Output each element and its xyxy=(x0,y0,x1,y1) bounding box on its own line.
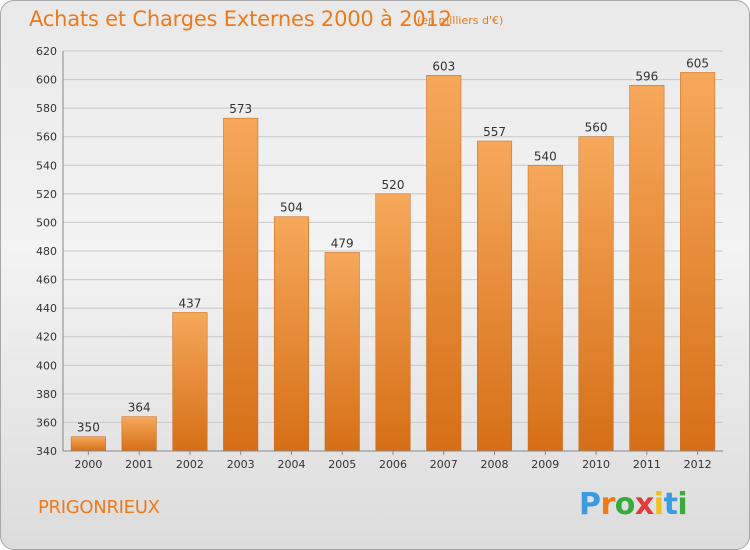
bar xyxy=(527,165,563,452)
y-tick-label: 620 xyxy=(36,45,57,58)
logo-letter: i xyxy=(677,487,688,522)
y-tick-label: 380 xyxy=(36,388,57,401)
bar-value-label: 557 xyxy=(483,125,506,139)
bar xyxy=(121,416,157,452)
x-tick-label: 2010 xyxy=(582,458,610,471)
bar xyxy=(324,252,360,452)
commune-name: PRIGONRIEUX xyxy=(38,497,160,518)
x-tick-label: 2000 xyxy=(74,458,102,471)
y-tick-label: 580 xyxy=(36,102,57,115)
logo-letter: t xyxy=(663,487,678,522)
bar xyxy=(578,136,614,452)
bar xyxy=(680,72,716,452)
x-tick-label: 2006 xyxy=(379,458,407,471)
logo-letter: o xyxy=(614,487,636,522)
y-tick-label: 340 xyxy=(36,445,57,458)
x-tick-label: 2011 xyxy=(633,458,661,471)
bar-value-label: 520 xyxy=(382,178,405,192)
y-tick-label: 360 xyxy=(36,416,57,429)
bar xyxy=(426,75,462,452)
bar-value-label: 560 xyxy=(585,121,608,135)
y-tick-label: 440 xyxy=(36,302,57,315)
y-tick-label: 460 xyxy=(36,274,57,287)
x-tick-label: 2003 xyxy=(227,458,255,471)
y-tick-label: 600 xyxy=(36,74,57,87)
y-tick-label: 540 xyxy=(36,159,57,172)
bar-value-label: 350 xyxy=(77,421,100,435)
bar-value-label: 603 xyxy=(432,59,455,73)
x-tick-label: 2004 xyxy=(277,458,305,471)
bar xyxy=(629,85,665,452)
logo-letter: i xyxy=(653,487,664,522)
logo-letter: x xyxy=(634,487,654,522)
logo-letter: r xyxy=(600,487,616,522)
bar-value-label: 504 xyxy=(280,201,303,215)
bar xyxy=(223,117,259,452)
x-tick-label: 2005 xyxy=(328,458,356,471)
y-tick-label: 420 xyxy=(36,331,57,344)
logo-letter: P xyxy=(579,487,601,522)
y-tick-label: 560 xyxy=(36,131,57,144)
y-tick-label: 500 xyxy=(36,216,57,229)
proxiti-logo[interactable]: Proxiti xyxy=(579,487,688,522)
x-tick-label: 2008 xyxy=(481,458,509,471)
bar-value-label: 479 xyxy=(331,236,354,250)
x-tick-label: 2012 xyxy=(684,458,712,471)
x-tick-label: 2009 xyxy=(531,458,559,471)
bar-value-label: 540 xyxy=(534,149,557,163)
y-tick-label: 400 xyxy=(36,359,57,372)
bar xyxy=(273,216,309,452)
chart-title: Achats et Charges Externes 2000 à 2012 xyxy=(29,7,452,31)
bar-value-label: 437 xyxy=(178,296,201,310)
y-tick-label: 480 xyxy=(36,245,57,258)
x-tick-label: 2002 xyxy=(176,458,204,471)
bar-value-label: 596 xyxy=(635,69,658,83)
bar xyxy=(70,436,106,452)
bar xyxy=(172,312,208,452)
y-tick-label: 520 xyxy=(36,188,57,201)
bar-value-label: 364 xyxy=(128,401,151,415)
chart-unit: (en milliers d'€) xyxy=(417,14,504,27)
x-tick-label: 2007 xyxy=(430,458,458,471)
bar xyxy=(477,140,513,452)
bar-value-label: 605 xyxy=(686,56,709,70)
x-tick-label: 2001 xyxy=(125,458,153,471)
bar xyxy=(375,193,411,452)
bar-value-label: 573 xyxy=(229,102,252,116)
